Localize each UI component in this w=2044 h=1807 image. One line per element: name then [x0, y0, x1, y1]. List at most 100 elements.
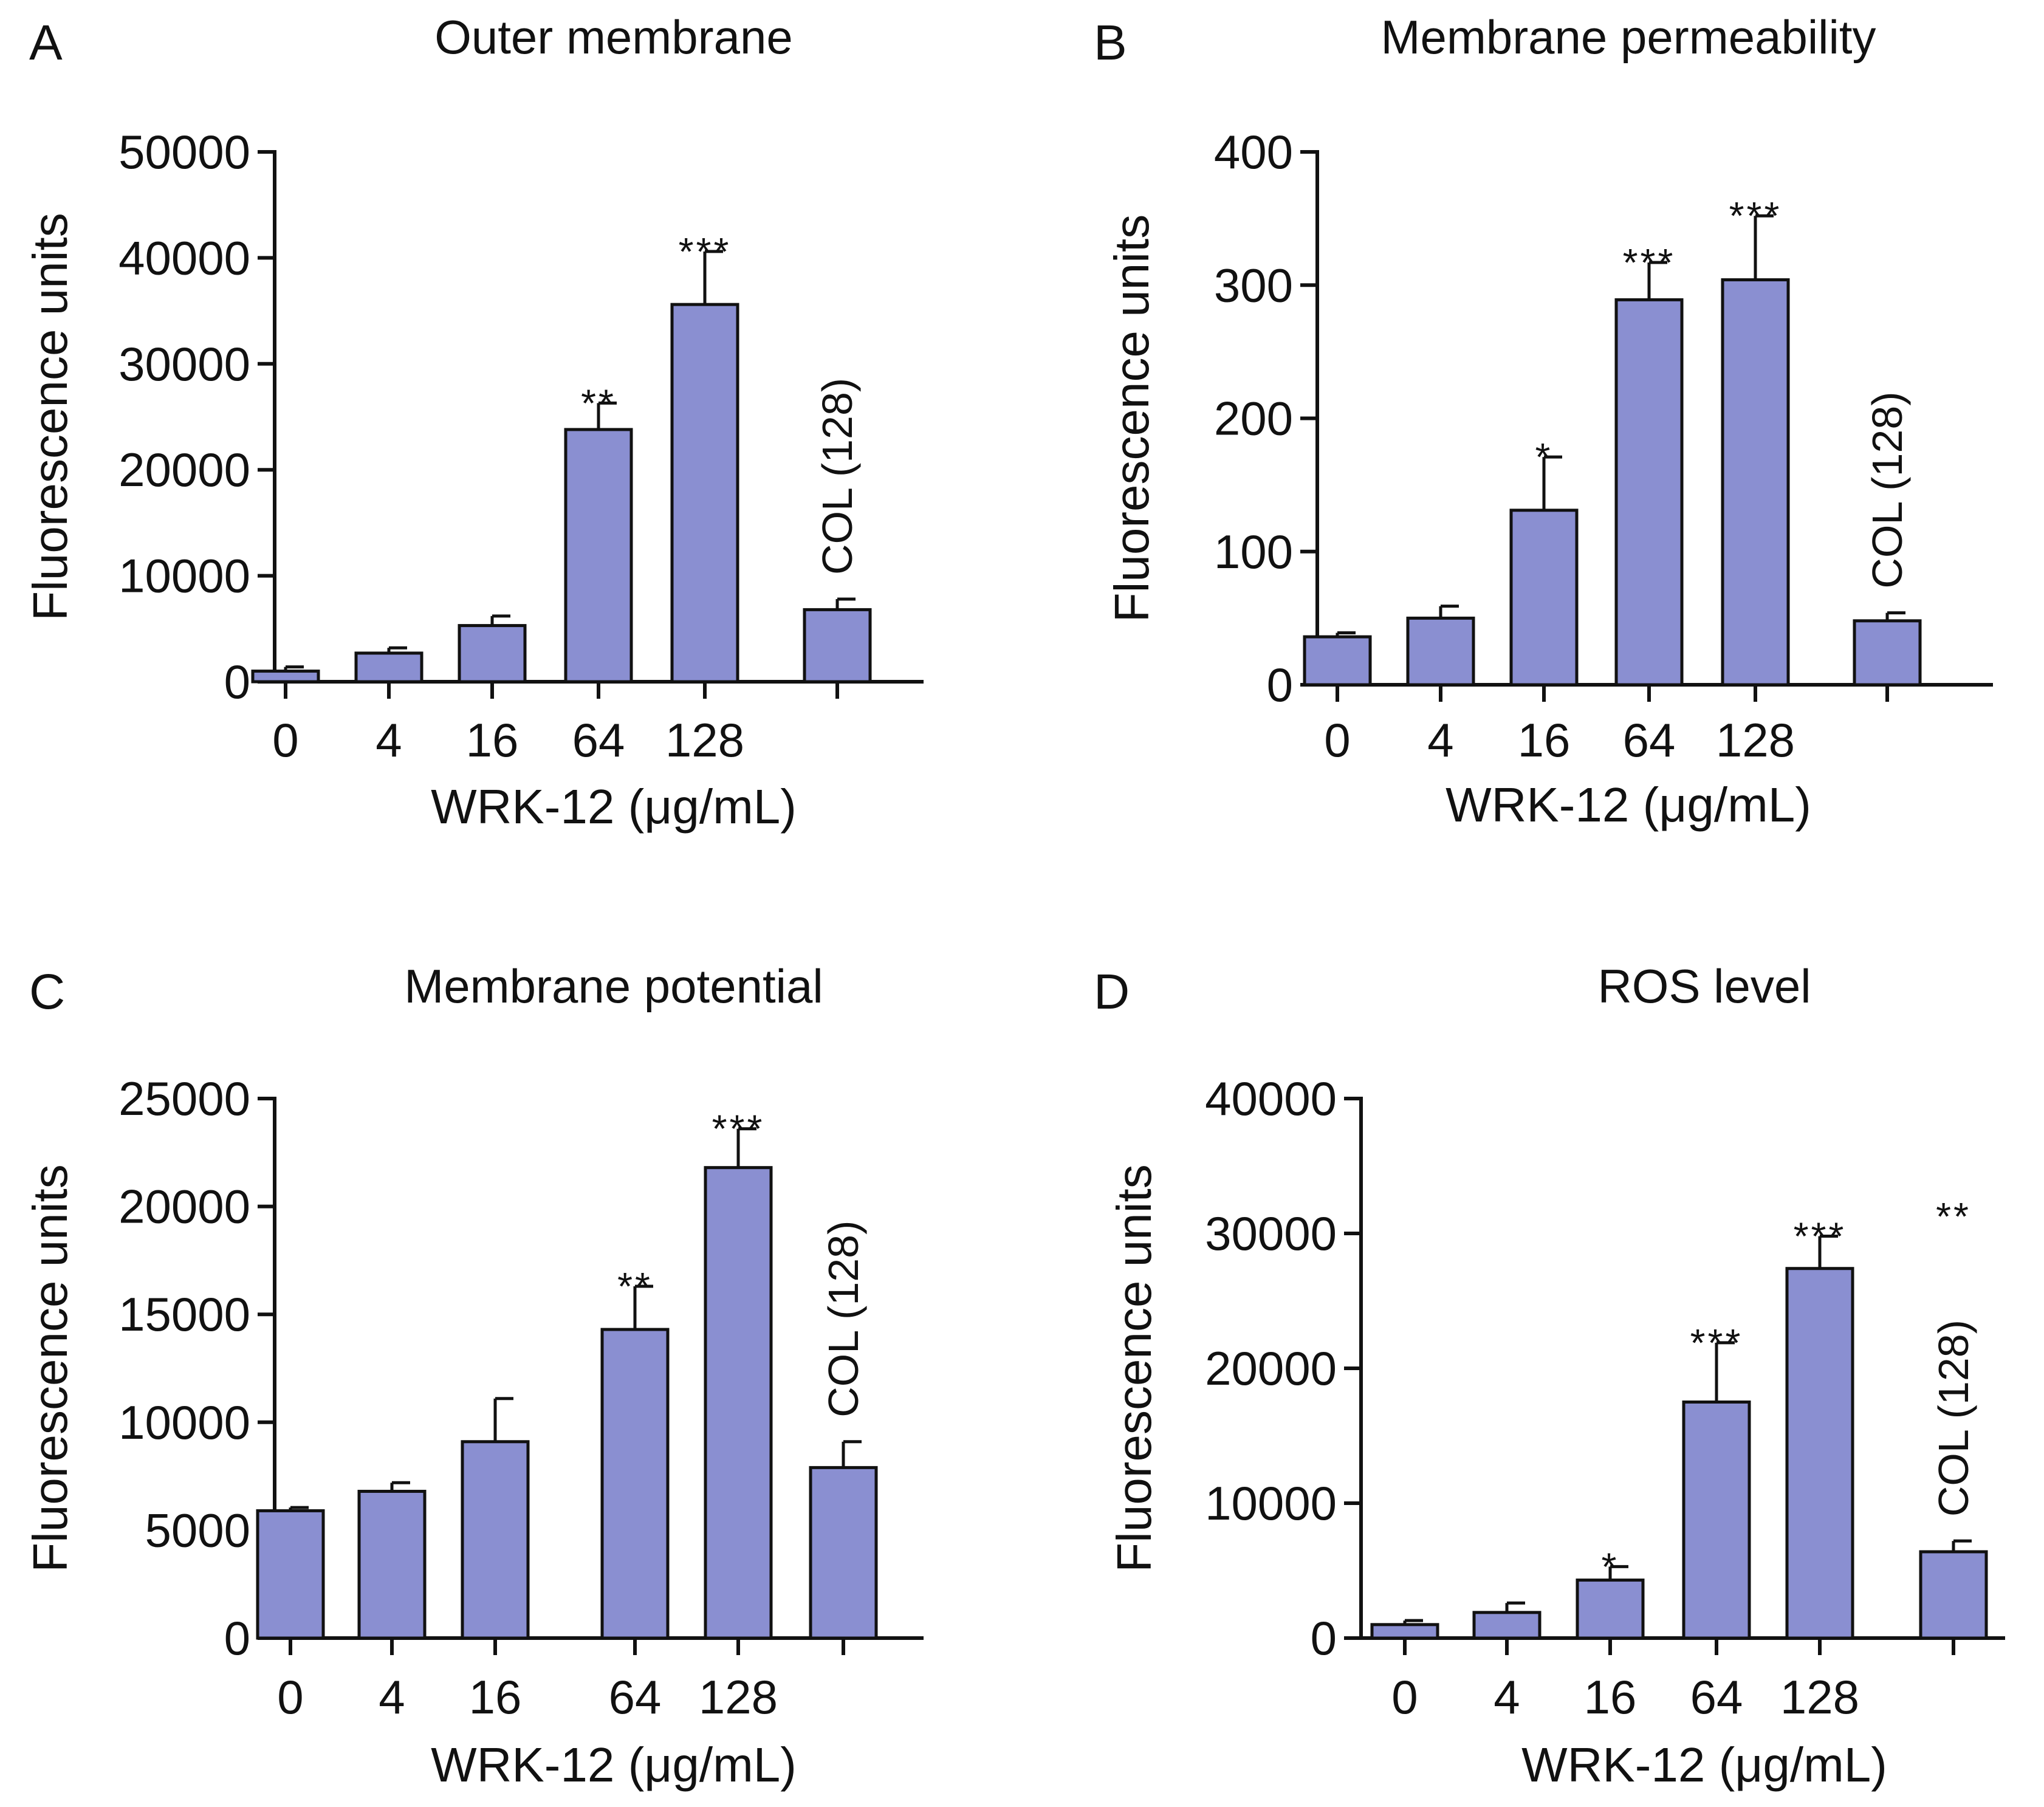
y-tick-label: 25000: [118, 1072, 250, 1125]
x-tick-label: 16: [466, 713, 519, 767]
bar: [1472, 1611, 1542, 1640]
x-tick-label: 128: [1716, 713, 1795, 767]
bar: [256, 1509, 325, 1640]
y-tick-label: 0: [1267, 658, 1293, 711]
y-tick-label: 15000: [118, 1288, 250, 1341]
x-tick-label: 0: [272, 713, 298, 767]
significance-label: ***: [1690, 1321, 1743, 1365]
y-axis-label: Fluorescence units: [23, 213, 77, 620]
x-axis-label: WRK-12 (μg/mL): [1521, 1738, 1887, 1792]
bar: [1370, 1623, 1439, 1640]
x-tick-label: 64: [609, 1670, 662, 1724]
significance-label: ***: [679, 230, 732, 273]
y-tick-label: 50000: [118, 125, 250, 179]
col-annotation: COL (128): [1930, 1320, 1977, 1517]
y-tick-label: 40000: [118, 231, 250, 284]
significance-label: **: [581, 381, 616, 425]
x-tick-label: 64: [1623, 713, 1676, 767]
bar: [704, 1166, 773, 1640]
chart-title: Membrane permeability: [1380, 10, 1876, 64]
chart-panel-b: B Membrane permeability 0 100 200 300 400 Fluor…: [1094, 10, 1993, 832]
y-tick-label: 10000: [118, 1396, 250, 1449]
x-tick-label: 4: [1494, 1670, 1520, 1724]
bar: [1919, 1550, 1988, 1640]
y-tick-label: 200: [1214, 392, 1293, 445]
x-tick-label: 128: [1780, 1670, 1859, 1724]
bar: [1614, 298, 1684, 687]
chart-title: Outer membrane: [434, 10, 793, 64]
y-tick-label: 0: [224, 655, 250, 708]
chart-panel-a: A Outer membrane 0 10000 20000 30000 40000 5000…: [23, 10, 924, 834]
significance-label: ***: [1794, 1214, 1847, 1258]
bar: [354, 651, 424, 684]
y-tick-label: 400: [1214, 125, 1293, 179]
bar: [809, 1466, 878, 1640]
y-tick-label: 10000: [118, 549, 250, 603]
y-axis-label: Fluorescence units: [23, 1164, 77, 1572]
bar: [1785, 1267, 1854, 1640]
y-tick-label: 300: [1214, 258, 1293, 312]
x-tick-label: 16: [1584, 1670, 1637, 1724]
significance-label: **: [617, 1264, 653, 1308]
significance-label: *: [1535, 435, 1553, 479]
bar: [461, 1440, 530, 1640]
significance-label: ***: [712, 1107, 765, 1151]
y-tick-label: 20000: [118, 443, 250, 496]
x-tick-label: 128: [665, 713, 744, 767]
x-axis-label: WRK-12 (μg/mL): [431, 780, 797, 834]
x-tick-label: 4: [1427, 713, 1453, 767]
chart-title: Membrane potential: [404, 959, 823, 1013]
significance-label: *: [1602, 1545, 1619, 1588]
y-tick-label: 0: [224, 1611, 250, 1665]
bar: [357, 1489, 427, 1640]
bar: [1303, 635, 1372, 687]
x-tick-label: 0: [1391, 1670, 1418, 1724]
panel-letter: B: [1094, 15, 1127, 70]
panel-letter: D: [1094, 964, 1130, 1020]
bar: [564, 428, 633, 684]
col-annotation: COL (128): [820, 1221, 867, 1418]
x-tick-label: 16: [469, 1670, 522, 1724]
x-tick-label: 4: [379, 1670, 405, 1724]
bar: [1682, 1401, 1751, 1640]
col-annotation: COL (128): [814, 378, 861, 575]
bar: [600, 1328, 670, 1640]
x-tick-label: 128: [699, 1670, 778, 1724]
significance-label: ***: [1623, 241, 1676, 284]
bar: [1721, 278, 1790, 687]
y-tick-label: 30000: [118, 337, 250, 391]
panel-letter: C: [29, 964, 65, 1020]
y-tick-label: 100: [1214, 525, 1293, 578]
bar: [1853, 619, 1922, 687]
bar: [670, 303, 739, 684]
bar: [1509, 509, 1579, 687]
significance-label: **: [1936, 1195, 1971, 1238]
bar: [458, 624, 527, 684]
x-tick-label: 4: [376, 713, 402, 767]
bar: [1576, 1579, 1645, 1640]
y-tick-label: 5000: [145, 1503, 250, 1557]
x-axis-label: WRK-12 (μg/mL): [431, 1738, 797, 1792]
significance-label: ***: [1729, 194, 1782, 238]
y-tick-label: 20000: [1205, 1342, 1337, 1395]
y-tick-label: 30000: [1205, 1207, 1337, 1260]
chart-title: ROS level: [1597, 959, 1811, 1013]
x-tick-label: 0: [277, 1670, 303, 1724]
y-tick-label: 40000: [1205, 1072, 1337, 1125]
x-tick-label: 64: [572, 713, 625, 767]
bar: [251, 670, 320, 684]
y-tick-label: 0: [1311, 1611, 1337, 1665]
x-tick-label: 16: [1518, 713, 1571, 767]
y-tick-label: 20000: [118, 1180, 250, 1233]
x-axis-label: WRK-12 (μg/mL): [1446, 778, 1811, 832]
bar: [803, 608, 872, 684]
chart-panel-d: D ROS level 0 10000 20000 30000 40000 Fluoresce…: [1094, 959, 2005, 1792]
panel-letter: A: [29, 15, 63, 70]
y-tick-label: 10000: [1205, 1476, 1337, 1530]
col-annotation: COL (128): [1864, 391, 1911, 588]
y-axis-label: Fluorescence units: [1107, 1164, 1161, 1572]
x-tick-label: 64: [1690, 1670, 1743, 1724]
x-tick-label: 0: [1324, 713, 1350, 767]
chart-panel-c: C Membrane potential 0 5000 10000 15000 20000 2…: [23, 959, 924, 1792]
bar: [1406, 616, 1475, 687]
